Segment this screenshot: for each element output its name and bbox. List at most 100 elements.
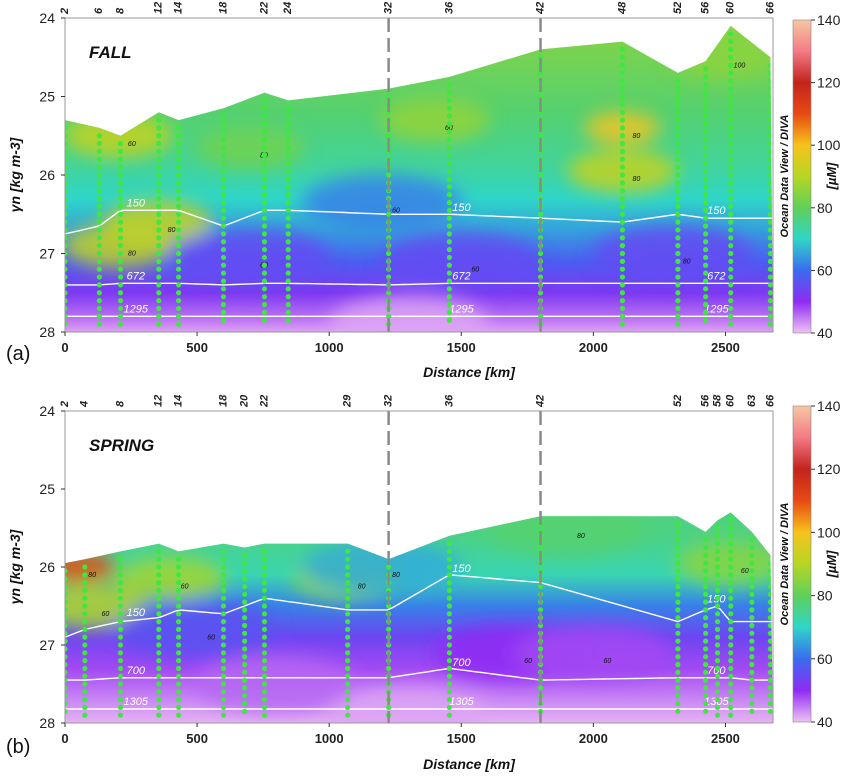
sample-point xyxy=(242,576,248,582)
sample-point xyxy=(675,638,681,644)
sample-point xyxy=(446,595,452,601)
sample-point xyxy=(386,564,392,570)
sample-point xyxy=(619,211,626,217)
sample-point xyxy=(728,611,734,617)
sample-point xyxy=(537,607,544,613)
sample-point xyxy=(767,211,773,217)
sample-point xyxy=(749,661,755,668)
sample-point xyxy=(156,148,162,155)
sample-point xyxy=(703,152,709,158)
sample-point xyxy=(714,673,721,679)
heatmap-feature xyxy=(196,656,357,712)
sample-point xyxy=(675,274,681,280)
sample-point xyxy=(446,215,452,221)
sample-point xyxy=(175,556,182,562)
sample-point xyxy=(220,556,227,562)
sample-point xyxy=(175,619,182,625)
sample-point xyxy=(767,274,773,280)
panel-letter: (b) xyxy=(6,736,30,758)
sample-point xyxy=(175,227,182,233)
sample-point xyxy=(728,235,734,241)
sample-point xyxy=(220,712,227,718)
depth-contour-label: 700 xyxy=(452,657,471,669)
sample-point xyxy=(446,270,452,276)
sample-point xyxy=(117,665,124,672)
sample-point xyxy=(446,673,452,679)
sample-point xyxy=(767,203,773,209)
sample-point xyxy=(220,689,227,695)
sample-point xyxy=(619,290,626,296)
sample-point xyxy=(728,642,734,648)
sample-point xyxy=(728,603,734,609)
station-label: 66 xyxy=(764,394,776,407)
sample-point xyxy=(261,595,268,601)
sample-point xyxy=(446,541,452,547)
sample-point xyxy=(386,172,392,178)
sample-point xyxy=(675,646,681,652)
sample-point xyxy=(749,599,755,605)
station-label: 8 xyxy=(114,7,126,14)
sample-point xyxy=(96,219,102,225)
sample-point xyxy=(446,160,452,166)
sample-point xyxy=(728,46,734,53)
sample-point xyxy=(714,587,721,594)
sample-point xyxy=(345,642,351,648)
sample-point xyxy=(156,681,162,687)
sample-point xyxy=(285,239,291,245)
sample-point xyxy=(728,658,734,664)
sample-point xyxy=(220,113,227,119)
sample-point xyxy=(96,156,102,162)
station-label: 36 xyxy=(443,1,455,14)
sample-point xyxy=(728,117,734,123)
sample-point xyxy=(446,650,452,656)
sample-point xyxy=(285,144,291,151)
sample-point xyxy=(261,712,268,718)
sample-point xyxy=(175,250,182,257)
sample-point xyxy=(446,176,452,182)
sample-point xyxy=(714,650,721,656)
sample-point xyxy=(261,207,268,213)
sample-point xyxy=(156,195,162,202)
sample-point xyxy=(220,192,227,198)
sample-point xyxy=(117,619,124,625)
sample-point xyxy=(703,207,709,213)
sample-point xyxy=(117,704,124,711)
sample-point xyxy=(220,619,227,625)
sample-point xyxy=(619,62,626,68)
sample-point xyxy=(714,681,721,687)
sample-point xyxy=(446,184,452,190)
colorbar-tick-label: 120 xyxy=(817,75,841,91)
sample-point xyxy=(619,188,626,194)
heatmap-feature xyxy=(567,149,678,194)
sample-point xyxy=(261,239,268,245)
sample-point xyxy=(156,603,162,609)
station-label: 22 xyxy=(258,2,270,15)
sample-point xyxy=(175,211,182,217)
sample-point xyxy=(728,180,734,186)
sample-point xyxy=(619,133,626,139)
sample-point xyxy=(675,125,681,131)
sample-point xyxy=(619,313,626,319)
sample-point xyxy=(537,544,544,551)
sample-point xyxy=(749,568,755,574)
sample-point xyxy=(242,700,248,707)
sample-point xyxy=(261,619,268,625)
heatmap-feature xyxy=(65,551,117,583)
sample-point xyxy=(728,219,734,225)
concentration-contour-label: 80 xyxy=(633,176,641,183)
sample-point xyxy=(386,313,392,319)
sample-point xyxy=(619,109,626,115)
sample-point xyxy=(117,642,124,648)
depth-contour-label: 1295 xyxy=(704,303,729,315)
station-label: 14 xyxy=(173,395,185,407)
sample-point xyxy=(446,82,452,88)
sample-point xyxy=(285,286,291,292)
sample-point xyxy=(220,231,227,237)
sample-point xyxy=(619,235,626,241)
sample-point xyxy=(117,697,124,703)
sample-point xyxy=(175,125,182,131)
sample-point xyxy=(703,591,709,597)
sample-point xyxy=(703,74,709,80)
sample-point xyxy=(728,313,734,319)
